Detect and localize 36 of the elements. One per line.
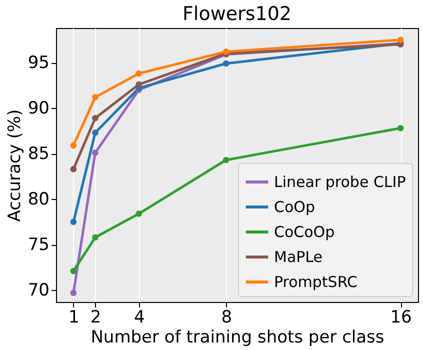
chart-title: Flowers102	[182, 3, 292, 25]
point	[136, 70, 142, 77]
x-tick-label: 1	[68, 308, 80, 328]
y-tick-label: 75	[28, 235, 50, 256]
y-tick-label: 85	[28, 144, 50, 164]
y-tick-label: 80	[28, 190, 50, 210]
point	[70, 218, 77, 226]
y-axis-title: Accuracy (%)	[4, 109, 25, 222]
x-tick-label: 2	[90, 308, 102, 328]
x-tick-label: 4	[134, 308, 145, 328]
point	[222, 60, 230, 67]
x-tick-label: 8	[221, 308, 232, 328]
point	[92, 234, 98, 241]
legend-label: PromptSRC	[274, 273, 358, 291]
x-tick-label: 16	[390, 308, 412, 328]
x-axis-title: Number of training shots per class	[90, 328, 384, 348]
y-tick-label: 70	[28, 280, 50, 301]
point	[92, 94, 98, 100]
point	[92, 114, 98, 122]
y-tick-label: 95	[28, 53, 50, 74]
point	[70, 142, 77, 149]
point	[92, 130, 98, 136]
legend-label: MaPLe	[274, 248, 323, 266]
point	[70, 166, 77, 172]
legend-label: CoOp	[274, 198, 315, 216]
y-tick-label: 90	[28, 98, 50, 119]
point	[397, 124, 404, 132]
legend-label: CoCoOp	[274, 223, 335, 241]
point	[70, 268, 77, 274]
point	[70, 290, 77, 296]
point	[222, 156, 230, 164]
legend-label: Linear probe CLIP	[274, 173, 406, 191]
point	[92, 150, 98, 156]
point	[136, 210, 142, 217]
point	[397, 36, 404, 43]
point	[136, 81, 142, 88]
